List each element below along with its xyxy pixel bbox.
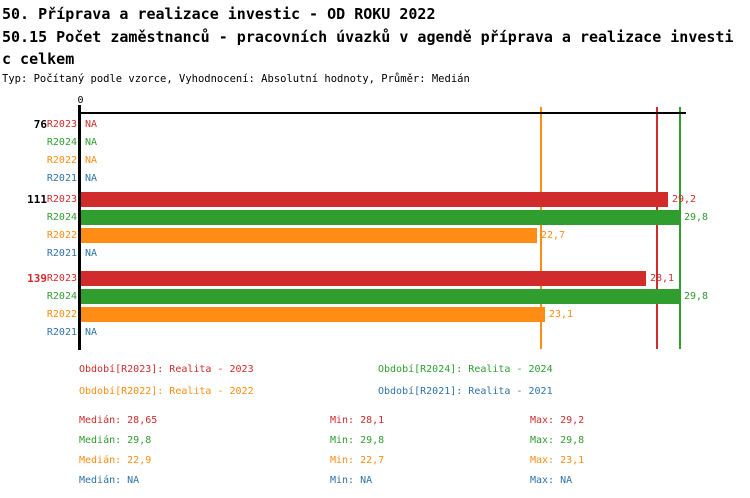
bar-r2022 (81, 228, 537, 243)
na-value-label: NA (85, 173, 98, 184)
bar-r2024 (81, 289, 680, 304)
series-row-label: R2023 (46, 273, 77, 284)
stat-min-r2024: Min: 29,8 (330, 435, 385, 446)
series-row-label: R2023 (46, 119, 77, 130)
median-reference-line-r2022 (540, 107, 542, 349)
legend-item-r2023: Období[R2023]: Realita - 2023 (79, 364, 254, 375)
bar-value-label: 29,2 (672, 194, 697, 205)
stat-median-r2022: Medián: 22,9 (79, 455, 152, 466)
group-label: 76 (33, 118, 47, 131)
x-axis-zero-tick-label: 0 (77, 95, 84, 106)
series-row-label: R2022 (46, 309, 77, 320)
y-axis-line (78, 105, 81, 350)
series-row-label: R2021 (46, 327, 77, 338)
series-row-label: R2024 (46, 212, 77, 223)
bar-value-label: 29,8 (684, 291, 709, 302)
bar-value-label: 22,7 (541, 230, 566, 241)
stat-min-r2022: Min: 22,7 (330, 455, 385, 466)
x-axis-line (80, 112, 686, 114)
stat-median-r2024: Medián: 29,8 (79, 435, 152, 446)
report-title-line3: c celkem (2, 50, 75, 68)
stat-max-r2021: Max: NA (530, 475, 573, 486)
stat-min-r2021: Min: NA (330, 475, 373, 486)
bar-r2023 (81, 192, 668, 207)
group-label: 139 (27, 272, 47, 285)
median-reference-line-r2024 (679, 107, 681, 349)
report-title-line2: 50.15 Počet zaměstnanců - pracovních úva… (2, 27, 734, 46)
group-label: 111 (27, 193, 47, 206)
legend-item-r2022: Období[R2022]: Realita - 2022 (79, 386, 254, 397)
bar-r2023 (81, 271, 646, 286)
bar-r2022 (81, 307, 545, 322)
stat-median-r2021: Medián: NA (79, 475, 140, 486)
stat-max-r2024: Max: 29,8 (530, 435, 585, 446)
legend-item-r2021: Období[R2021]: Realita - 2021 (378, 386, 553, 397)
report-header: 50. Příprava a realizace investic - OD R… (2, 3, 734, 86)
median-reference-line-r2023 (656, 107, 658, 349)
series-row-label: R2024 (46, 137, 77, 148)
series-row-label: R2022 (46, 155, 77, 166)
series-row-label: R2023 (46, 194, 77, 205)
stat-median-r2023: Medián: 28,65 (79, 415, 158, 426)
report-subtitle: Typ: Počítaný podle vzorce, Vyhodnocení:… (2, 72, 470, 85)
bar-r2024 (81, 210, 680, 225)
series-row-label: R2024 (46, 291, 77, 302)
bar-value-label: 29,8 (684, 212, 709, 223)
bar-value-label: 23,1 (549, 309, 574, 320)
series-row-label: R2022 (46, 230, 77, 241)
na-value-label: NA (85, 119, 98, 130)
series-row-label: R2021 (46, 173, 77, 184)
na-value-label: NA (85, 155, 98, 166)
report-title-line1: 50. Příprava a realizace investic - OD R… (2, 5, 436, 23)
stat-max-r2022: Max: 23,1 (530, 455, 585, 466)
series-row-label: R2021 (46, 248, 77, 259)
stat-max-r2023: Max: 29,2 (530, 415, 585, 426)
legend-item-r2024: Období[R2024]: Realita - 2024 (378, 364, 553, 375)
stat-min-r2023: Min: 28,1 (330, 415, 385, 426)
na-value-label: NA (85, 248, 98, 259)
na-value-label: NA (85, 137, 98, 148)
na-value-label: NA (85, 327, 98, 338)
bar-value-label: 28,1 (650, 273, 675, 284)
